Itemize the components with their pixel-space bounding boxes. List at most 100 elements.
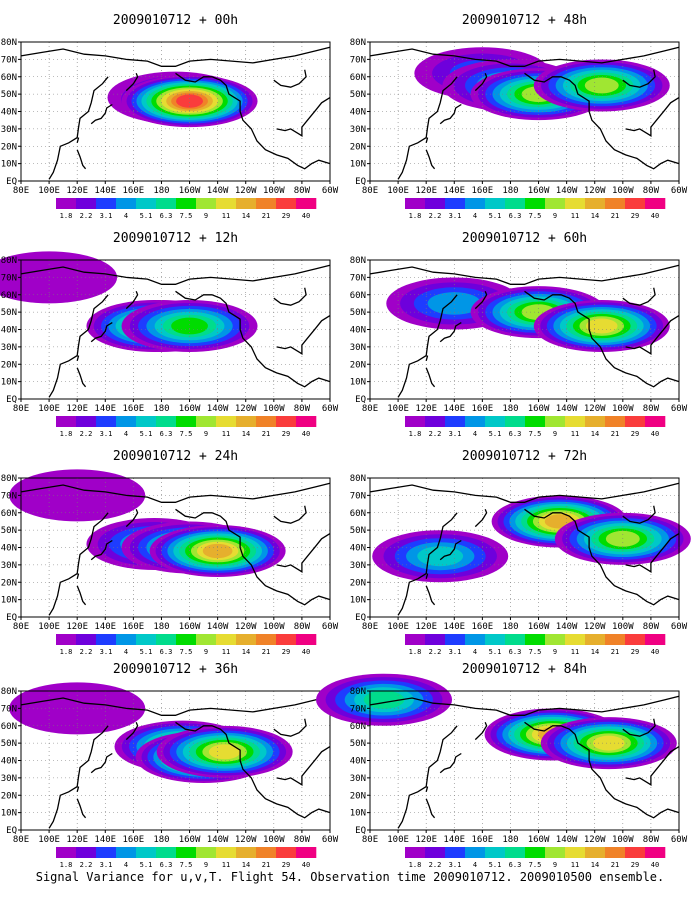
colorbar-swatch	[116, 634, 137, 645]
lon-tick-label: 60W	[322, 622, 339, 632]
panel-title: 2009010712 + 48h	[462, 13, 587, 28]
colorbar-label: 11	[222, 648, 230, 656]
lon-tick-label: 140W	[556, 622, 578, 632]
colorbar-swatch	[625, 634, 646, 645]
colorbar-label: 14	[591, 648, 599, 656]
colorbar-swatch	[156, 847, 177, 858]
coastline	[48, 512, 109, 616]
colorbar-label: 7.5	[529, 648, 542, 656]
colorbar-swatch	[116, 198, 137, 209]
coastline	[439, 103, 462, 125]
colorbar-label: 14	[591, 212, 599, 220]
lon-tick-label: 100E	[387, 404, 409, 414]
lon-tick-label: 60W	[322, 404, 339, 414]
lon-tick-label: 120E	[415, 186, 437, 196]
lon-tick-label: 180	[153, 835, 169, 845]
coastline	[175, 721, 331, 819]
colorbar-swatch	[296, 416, 317, 427]
map-panel: 2009010712 + 48h 80E 100E 120E 140E 160E 180 16…	[350, 13, 688, 220]
colorbar-swatch	[236, 416, 257, 427]
panel-title: 2009010712 + 00h	[113, 13, 238, 28]
colorbar-swatch	[465, 416, 486, 427]
coastline	[425, 355, 429, 361]
coastline	[76, 355, 80, 361]
coastline	[397, 76, 458, 180]
coastline	[524, 721, 680, 819]
coastline	[273, 69, 307, 88]
lon-tick-label: 60W	[322, 186, 339, 196]
coastline	[76, 573, 80, 579]
colorbar: 1.8 2.2 3.1 4 5.1 6.3 7.5 9 11 14 21 29 40	[56, 847, 317, 869]
colorbar-swatch	[176, 416, 197, 427]
colorbar-swatch	[625, 198, 646, 209]
lat-tick-label: 10N	[1, 596, 17, 606]
lat-tick-label: 60N	[1, 73, 17, 83]
coastline	[439, 539, 462, 561]
lon-tick-label: 140E	[94, 404, 116, 414]
colorbar-swatch	[236, 634, 257, 645]
colorbar-label: 40	[651, 212, 659, 220]
lat-tick-label: EQ	[355, 395, 366, 405]
lat-tick-label: EQ	[355, 613, 366, 623]
lat-tick-label: 60N	[350, 509, 366, 519]
colorbar-swatch	[625, 416, 646, 427]
lat-tick-label: 70N	[1, 491, 17, 501]
lon-tick-label: 80W	[294, 622, 311, 632]
colorbar-label: 6.3	[160, 430, 173, 438]
colorbar-label: 21	[262, 648, 270, 656]
coastline	[625, 533, 680, 573]
colorbar-swatch	[256, 634, 277, 645]
colorbar-label: 21	[262, 212, 270, 220]
colorbar-label: 5.1	[489, 430, 502, 438]
colorbar-swatch	[96, 847, 117, 858]
colorbar-label: 1.8	[409, 212, 422, 220]
lon-tick-label: 80E	[362, 622, 378, 632]
colorbar-swatch	[585, 416, 606, 427]
lat-tick-label: 50N	[350, 90, 366, 100]
lon-tick-label: 140E	[94, 186, 116, 196]
lon-tick-label: 60W	[671, 622, 688, 632]
coastline	[474, 291, 488, 310]
colorbar-label: 40	[651, 861, 659, 869]
lon-tick-label: 120E	[415, 622, 437, 632]
coastline	[48, 76, 109, 180]
coastline	[397, 294, 458, 398]
colorbar-swatch	[56, 198, 77, 209]
lat-tick-label: 70N	[1, 55, 17, 65]
colorbar-label: 21	[262, 861, 270, 869]
colorbar-swatch	[465, 634, 486, 645]
colorbar: 1.8 2.2 3.1 4 5.1 6.3 7.5 9 11 14 21 29 40	[56, 198, 317, 220]
colorbar-swatch	[76, 634, 97, 645]
lat-tick-label: 70N	[350, 273, 366, 283]
lat-tick-label: 50N	[1, 739, 17, 749]
lon-tick-label: 80E	[13, 835, 29, 845]
colorbar-label: 1.8	[60, 861, 73, 869]
coastline	[273, 718, 307, 737]
lon-tick-label: 100E	[387, 186, 409, 196]
lat-tick-label: 10N	[350, 809, 366, 819]
coastline	[625, 746, 680, 786]
lon-tick-label: 100E	[38, 622, 60, 632]
coastline	[20, 695, 331, 716]
lon-tick-label: 140E	[443, 835, 465, 845]
lat-tick-label: 40N	[1, 757, 17, 767]
colorbar-swatch	[545, 416, 566, 427]
lat-tick-label: EQ	[355, 826, 366, 836]
variance-contour	[417, 546, 464, 567]
colorbar-label: 9	[204, 861, 208, 869]
colorbar-label: 29	[631, 861, 639, 869]
coastline	[425, 367, 436, 388]
colorbar-label: 29	[282, 861, 290, 869]
lat-tick-label: 70N	[1, 273, 17, 283]
lon-tick-label: 120W	[235, 835, 257, 845]
colorbar-swatch	[625, 847, 646, 858]
coastline	[20, 46, 331, 67]
lat-tick-label: 20N	[350, 578, 366, 588]
colorbar-swatch	[216, 634, 237, 645]
lon-tick-label: 140W	[207, 622, 229, 632]
lon-tick-label: 160W	[179, 404, 201, 414]
lat-tick-label: EQ	[355, 177, 366, 187]
figure-caption: Signal Variance for u,v,T. Flight 54. Ob…	[35, 870, 665, 884]
coastline	[90, 103, 113, 125]
